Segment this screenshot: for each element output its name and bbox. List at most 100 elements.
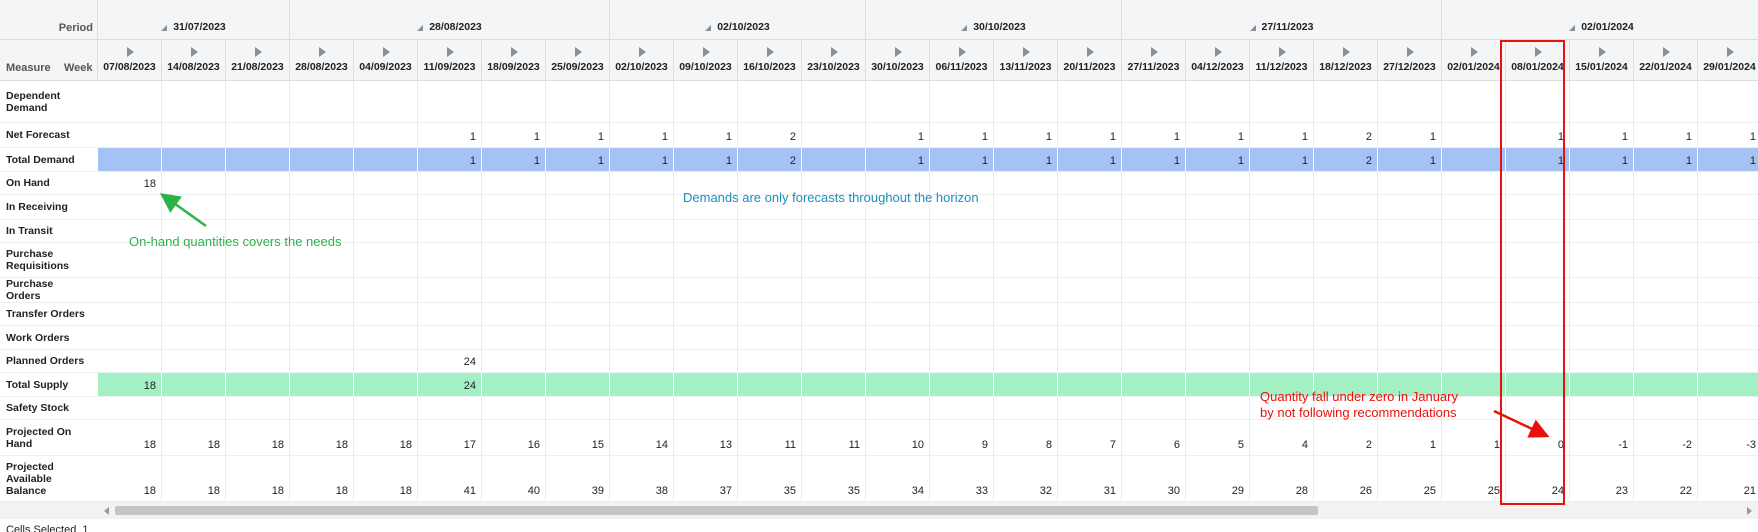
- grid-cell[interactable]: [994, 350, 1058, 373]
- grid-cell[interactable]: [866, 303, 930, 326]
- grid-cell[interactable]: [1058, 397, 1122, 420]
- grid-cell[interactable]: [290, 278, 354, 303]
- week-header[interactable]: 18/12/2023: [1314, 40, 1378, 81]
- grid-cell[interactable]: [994, 220, 1058, 243]
- grid-cell[interactable]: [1698, 326, 1758, 350]
- grid-cell[interactable]: [866, 81, 930, 123]
- grid-cell[interactable]: [1250, 397, 1314, 420]
- grid-cell[interactable]: [1058, 373, 1122, 397]
- grid-cell[interactable]: [738, 172, 802, 195]
- expand-icon[interactable]: [446, 47, 454, 57]
- grid-cell[interactable]: [162, 397, 226, 420]
- grid-cell[interactable]: [1506, 303, 1570, 326]
- week-header[interactable]: 23/10/2023: [802, 40, 866, 81]
- week-header[interactable]: 22/01/2024: [1634, 40, 1698, 81]
- grid-cell[interactable]: 18: [98, 420, 162, 456]
- grid-cell[interactable]: [674, 350, 738, 373]
- grid-cell[interactable]: [1698, 303, 1758, 326]
- expand-icon[interactable]: [126, 47, 134, 57]
- grid-cell[interactable]: [994, 243, 1058, 278]
- collapse-icon[interactable]: [705, 25, 712, 31]
- grid-cell[interactable]: 28: [1250, 456, 1314, 502]
- week-header[interactable]: 15/01/2024: [1570, 40, 1634, 81]
- grid-cell[interactable]: [354, 123, 418, 148]
- week-header[interactable]: 29/01/2024: [1698, 40, 1758, 81]
- grid-cell[interactable]: [226, 148, 290, 172]
- grid-cell[interactable]: [1250, 220, 1314, 243]
- grid-cell[interactable]: 2: [1314, 420, 1378, 456]
- grid-cell[interactable]: [1570, 373, 1634, 397]
- grid-cell[interactable]: [162, 81, 226, 123]
- expand-icon[interactable]: [1150, 47, 1158, 57]
- grid-cell[interactable]: [226, 373, 290, 397]
- expand-icon[interactable]: [702, 47, 710, 57]
- grid-cell[interactable]: [610, 172, 674, 195]
- grid-cell[interactable]: [930, 220, 994, 243]
- grid-cell[interactable]: [1058, 243, 1122, 278]
- grid-cell[interactable]: [674, 220, 738, 243]
- grid-cell[interactable]: [1378, 373, 1442, 397]
- grid-cell[interactable]: [1442, 397, 1506, 420]
- grid-cell[interactable]: [1378, 220, 1442, 243]
- grid-cell[interactable]: 8: [994, 420, 1058, 456]
- grid-cell[interactable]: [1186, 172, 1250, 195]
- grid-cell[interactable]: [98, 220, 162, 243]
- expand-icon[interactable]: [1662, 47, 1670, 57]
- grid-cell[interactable]: 1: [1058, 123, 1122, 148]
- grid-cell[interactable]: 33: [930, 456, 994, 502]
- grid-cell[interactable]: [1314, 195, 1378, 220]
- grid-cell[interactable]: [1122, 172, 1186, 195]
- collapse-icon[interactable]: [961, 25, 968, 31]
- grid-cell[interactable]: [418, 172, 482, 195]
- horizontal-scrollbar[interactable]: [0, 502, 1758, 519]
- grid-cell[interactable]: 1: [546, 148, 610, 172]
- grid-cell[interactable]: [546, 195, 610, 220]
- grid-cell[interactable]: [674, 397, 738, 420]
- grid-cell[interactable]: [994, 172, 1058, 195]
- grid-cell[interactable]: [354, 220, 418, 243]
- grid-cell[interactable]: 1: [1634, 148, 1698, 172]
- grid-cell[interactable]: 2: [1314, 148, 1378, 172]
- grid-cell[interactable]: [162, 326, 226, 350]
- grid-cell[interactable]: 26: [1314, 456, 1378, 502]
- grid-cell[interactable]: [354, 148, 418, 172]
- grid-cell[interactable]: [354, 397, 418, 420]
- grid-cell[interactable]: [482, 220, 546, 243]
- grid-cell[interactable]: 1: [994, 123, 1058, 148]
- grid-cell[interactable]: [1634, 220, 1698, 243]
- grid-cell[interactable]: [1442, 148, 1506, 172]
- grid-cell[interactable]: [290, 350, 354, 373]
- grid-cell[interactable]: [1058, 278, 1122, 303]
- grid-cell[interactable]: [1058, 220, 1122, 243]
- grid-cell[interactable]: [1442, 278, 1506, 303]
- grid-cell[interactable]: [546, 373, 610, 397]
- grid-cell[interactable]: [1506, 243, 1570, 278]
- grid-cell[interactable]: 1: [1506, 148, 1570, 172]
- grid-cell[interactable]: [482, 373, 546, 397]
- grid-cell[interactable]: [930, 350, 994, 373]
- grid-cell[interactable]: [1570, 195, 1634, 220]
- grid-cell[interactable]: [1698, 278, 1758, 303]
- grid-cell[interactable]: [1698, 373, 1758, 397]
- grid-cell[interactable]: 24: [1506, 456, 1570, 502]
- grid-cell[interactable]: [226, 326, 290, 350]
- expand-icon[interactable]: [1598, 47, 1606, 57]
- grid-cell[interactable]: [610, 243, 674, 278]
- grid-cell[interactable]: 1: [1250, 148, 1314, 172]
- grid-cell[interactable]: [994, 195, 1058, 220]
- grid-cell[interactable]: [674, 243, 738, 278]
- grid-cell[interactable]: [1570, 278, 1634, 303]
- grid-cell[interactable]: [1698, 220, 1758, 243]
- grid-cell[interactable]: [1698, 172, 1758, 195]
- grid-cell[interactable]: 22: [1634, 456, 1698, 502]
- grid-cell[interactable]: 18: [226, 420, 290, 456]
- grid-cell[interactable]: [802, 81, 866, 123]
- grid-cell[interactable]: [1698, 397, 1758, 420]
- grid-cell[interactable]: -2: [1634, 420, 1698, 456]
- expand-icon[interactable]: [190, 47, 198, 57]
- week-header[interactable]: 21/08/2023: [226, 40, 290, 81]
- grid-cell[interactable]: [482, 195, 546, 220]
- grid-cell[interactable]: 1: [1378, 123, 1442, 148]
- grid-cell[interactable]: 7: [1058, 420, 1122, 456]
- grid-cell[interactable]: [1378, 195, 1442, 220]
